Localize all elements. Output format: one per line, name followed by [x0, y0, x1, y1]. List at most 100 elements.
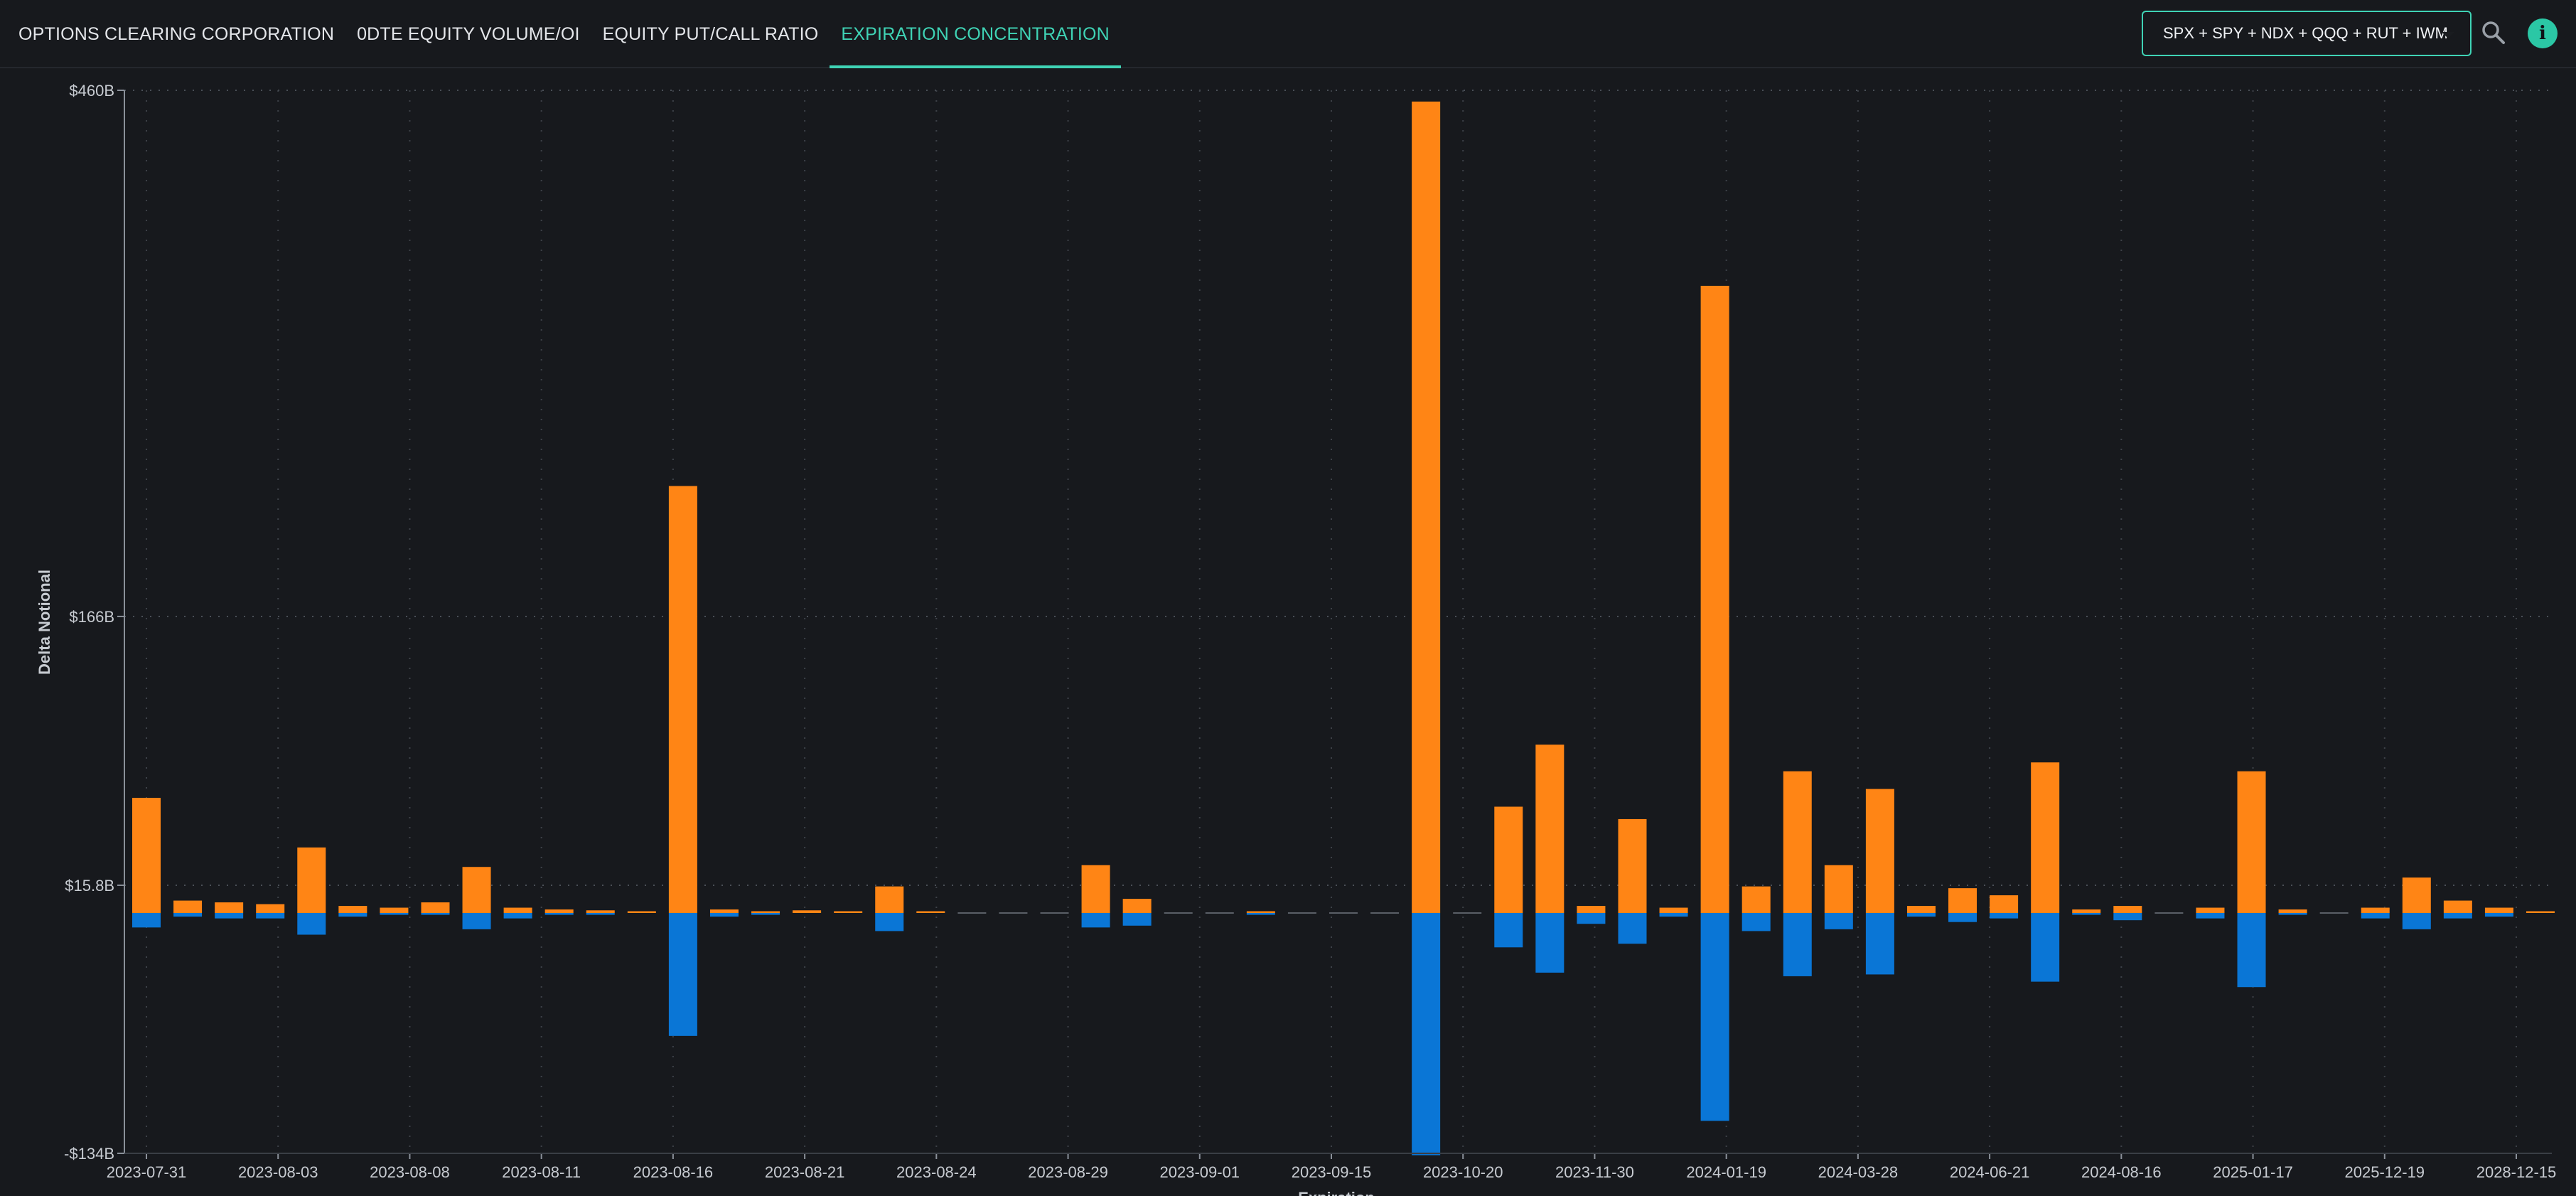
bar-puts[interactable]: [1906, 913, 1936, 917]
search-icon[interactable]: [2479, 18, 2508, 47]
bar-puts[interactable]: [215, 913, 244, 919]
bar-puts[interactable]: [2237, 913, 2266, 988]
bar-calls[interactable]: [173, 900, 203, 913]
bar-calls[interactable]: [1164, 912, 1193, 914]
bar-puts[interactable]: [2072, 913, 2101, 915]
bar-calls[interactable]: [1742, 886, 1771, 913]
bar-calls[interactable]: [1287, 912, 1316, 914]
bar-calls[interactable]: [1370, 912, 1400, 914]
bar-puts[interactable]: [1618, 913, 1647, 944]
bar-calls[interactable]: [875, 886, 904, 913]
bar-puts[interactable]: [1742, 913, 1771, 931]
bar-calls[interactable]: [1990, 895, 2019, 913]
bar-calls[interactable]: [957, 912, 987, 914]
bar-calls[interactable]: [1205, 912, 1234, 914]
bar-puts[interactable]: [462, 913, 491, 929]
tab-0dte-equity-volume-oi[interactable]: 0DTE EQUITY VOLUME/OI: [357, 23, 580, 44]
bar-calls[interactable]: [1865, 789, 1894, 913]
bar-calls[interactable]: [586, 910, 615, 913]
bar-calls[interactable]: [2402, 877, 2431, 913]
bar-calls[interactable]: [1040, 912, 1069, 914]
bar-puts[interactable]: [1783, 913, 1812, 976]
bar-puts[interactable]: [1577, 913, 1606, 924]
bar-calls[interactable]: [1081, 865, 1110, 913]
bar-calls[interactable]: [2526, 911, 2555, 913]
bar-calls[interactable]: [338, 906, 367, 913]
bar-puts[interactable]: [338, 913, 367, 917]
bar-puts[interactable]: [2031, 913, 2060, 982]
bar-calls[interactable]: [668, 486, 697, 913]
bar-puts[interactable]: [709, 913, 739, 917]
info-icon[interactable]: i: [2528, 18, 2558, 48]
bar-puts[interactable]: [1990, 913, 2019, 919]
bar-calls[interactable]: [2072, 909, 2101, 913]
bar-puts[interactable]: [2443, 913, 2472, 919]
bar-puts[interactable]: [1246, 913, 1275, 915]
bar-calls[interactable]: [462, 867, 491, 913]
bar-calls[interactable]: [1906, 906, 1936, 913]
bar-puts[interactable]: [1412, 913, 1441, 1155]
bar-puts[interactable]: [1535, 913, 1565, 973]
bar-calls[interactable]: [2196, 907, 2225, 913]
ticker-group-select[interactable]: SPX + SPY + NDX + QQQ + RUT + IWM: [2142, 11, 2472, 56]
bar-puts[interactable]: [1824, 913, 1853, 929]
bar-puts[interactable]: [132, 913, 161, 928]
bar-calls[interactable]: [503, 907, 532, 913]
bar-puts[interactable]: [256, 913, 285, 919]
bar-calls[interactable]: [627, 911, 656, 913]
bar-calls[interactable]: [1494, 806, 1523, 914]
bar-calls[interactable]: [2443, 900, 2472, 913]
bar-calls[interactable]: [132, 798, 161, 913]
bar-puts[interactable]: [2402, 913, 2431, 929]
bar-calls[interactable]: [709, 909, 739, 913]
bar-calls[interactable]: [999, 912, 1028, 914]
bar-puts[interactable]: [668, 913, 697, 1036]
bar-calls[interactable]: [2484, 907, 2513, 913]
tab-expiration-concentration[interactable]: EXPIRATION CONCENTRATION: [830, 0, 1121, 68]
bar-calls[interactable]: [380, 907, 409, 913]
bar-calls[interactable]: [1618, 818, 1647, 913]
bar-calls[interactable]: [1329, 912, 1358, 914]
bar-puts[interactable]: [751, 913, 780, 915]
bar-calls[interactable]: [544, 909, 574, 913]
bar-puts[interactable]: [586, 913, 615, 915]
bar-puts[interactable]: [1659, 913, 1688, 917]
bar-calls[interactable]: [297, 847, 326, 913]
bar-puts[interactable]: [1122, 913, 1152, 926]
bar-calls[interactable]: [2361, 907, 2390, 913]
bar-calls[interactable]: [1412, 101, 1441, 914]
bar-calls[interactable]: [834, 911, 863, 913]
bar-calls[interactable]: [1783, 771, 1812, 913]
bar-calls[interactable]: [1122, 899, 1152, 913]
bar-calls[interactable]: [1453, 912, 1482, 914]
bar-puts[interactable]: [2113, 913, 2142, 921]
bar-calls[interactable]: [1535, 744, 1565, 913]
bar-calls[interactable]: [256, 904, 285, 913]
bar-calls[interactable]: [1659, 907, 1688, 913]
bar-calls[interactable]: [421, 902, 450, 913]
bar-calls[interactable]: [2237, 771, 2266, 913]
bar-puts[interactable]: [2361, 913, 2390, 919]
bar-calls[interactable]: [916, 911, 945, 913]
bar-calls[interactable]: [2319, 912, 2349, 914]
bar-puts[interactable]: [2484, 913, 2513, 917]
bar-calls[interactable]: [2154, 912, 2184, 914]
bar-calls[interactable]: [1824, 865, 1853, 913]
bar-calls[interactable]: [1577, 906, 1606, 913]
bar-puts[interactable]: [1700, 913, 1729, 1121]
bar-puts[interactable]: [1948, 913, 1977, 922]
bar-calls[interactable]: [1700, 285, 1729, 913]
bar-puts[interactable]: [2196, 913, 2225, 919]
bar-puts[interactable]: [1865, 913, 1894, 975]
bar-puts[interactable]: [875, 913, 904, 931]
bar-calls[interactable]: [2278, 909, 2307, 913]
bar-calls[interactable]: [215, 902, 244, 913]
bar-puts[interactable]: [2278, 913, 2307, 915]
tab-options-clearing-corporation[interactable]: OPTIONS CLEARING CORPORATION: [18, 23, 335, 44]
bar-puts[interactable]: [297, 913, 326, 935]
bar-calls[interactable]: [751, 911, 780, 913]
bar-calls[interactable]: [2113, 906, 2142, 913]
bar-puts[interactable]: [544, 913, 574, 915]
bar-puts[interactable]: [421, 913, 450, 915]
bar-puts[interactable]: [173, 913, 203, 917]
